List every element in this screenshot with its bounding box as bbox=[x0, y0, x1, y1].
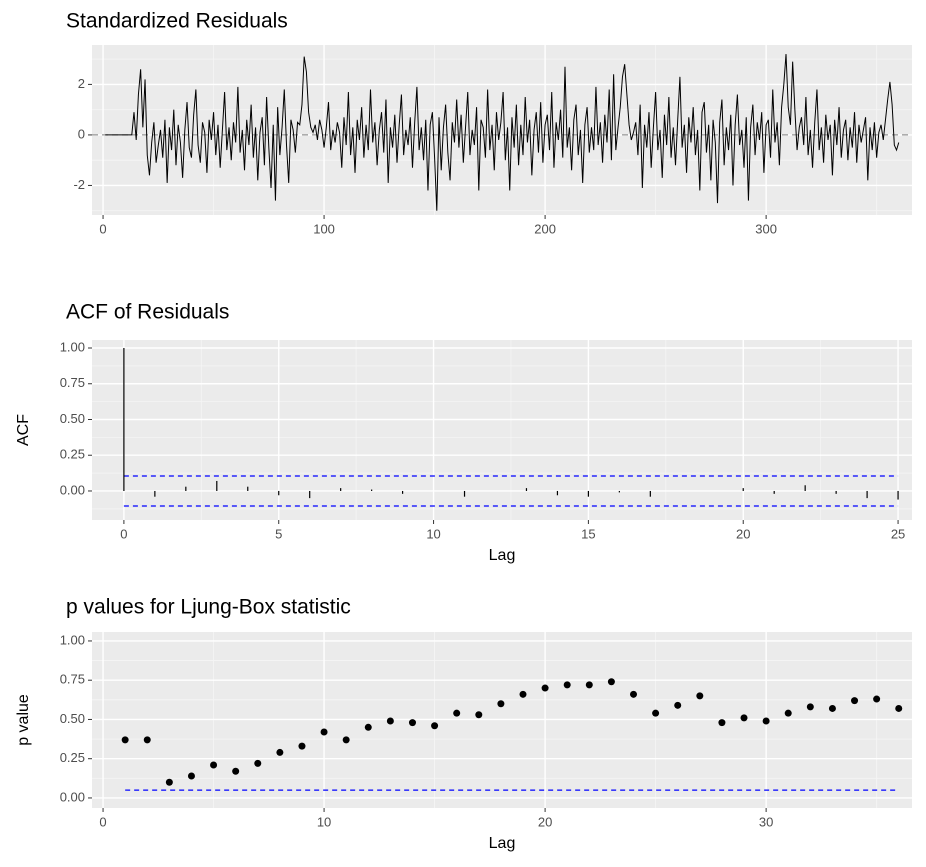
y-tick-label: 0.50 bbox=[60, 711, 85, 726]
p-value-point bbox=[607, 678, 615, 686]
y-tick-label: 0.50 bbox=[60, 411, 85, 426]
p-value-point bbox=[652, 709, 660, 717]
x-axis-title: Lag bbox=[489, 547, 516, 564]
x-tick-label: 100 bbox=[313, 221, 335, 236]
p-value-point bbox=[431, 722, 439, 730]
p-value-point bbox=[851, 697, 859, 705]
residual-line bbox=[105, 54, 900, 211]
p-value-point bbox=[718, 719, 726, 727]
y-tick-label: 0.25 bbox=[60, 447, 85, 462]
p-value-point bbox=[740, 714, 748, 722]
p-value-point bbox=[386, 717, 394, 725]
p-value-point bbox=[497, 700, 505, 708]
x-axis-title: Lag bbox=[489, 835, 516, 852]
panel-title: p values for Ljung-Box statistic bbox=[66, 596, 351, 619]
plot-background bbox=[92, 45, 912, 215]
p-value-point bbox=[364, 723, 372, 731]
x-tick-label: 25 bbox=[891, 526, 905, 541]
y-tick-label: 0 bbox=[78, 126, 85, 141]
x-tick-label: 30 bbox=[759, 814, 773, 829]
panel-title: ACF of Residuals bbox=[66, 301, 229, 324]
y-tick-label: 0.00 bbox=[60, 789, 85, 804]
p-value-point bbox=[210, 761, 218, 769]
panel-title: Standardized Residuals bbox=[66, 10, 288, 33]
y-tick-label: 0.75 bbox=[60, 375, 85, 390]
p-value-point bbox=[453, 709, 461, 717]
x-tick-label: 10 bbox=[317, 814, 331, 829]
y-tick-label: 0.00 bbox=[60, 482, 85, 497]
p-value-point bbox=[563, 681, 571, 689]
p-value-point bbox=[828, 704, 836, 712]
panel: Standardized Residuals 0 100 200 300 -2 0 2 bbox=[66, 10, 912, 236]
p-value-point bbox=[630, 690, 638, 698]
y-tick-label: 0.25 bbox=[60, 750, 85, 765]
y-axis-title: ACF bbox=[15, 414, 32, 446]
x-tick-label: 15 bbox=[581, 526, 595, 541]
x-tick-label: 5 bbox=[275, 526, 282, 541]
panel: ACF of Residuals 0 5 10 15 20 25 0.00 0.25 0.50 0.… bbox=[15, 301, 912, 564]
y-axis-title: p value bbox=[15, 694, 32, 746]
p-value-point bbox=[232, 767, 240, 775]
y-tick-label: 2 bbox=[78, 76, 85, 91]
p-value-point bbox=[541, 684, 549, 692]
x-tick-label: 0 bbox=[120, 526, 127, 541]
p-value-point bbox=[806, 703, 814, 711]
p-value-point bbox=[342, 736, 350, 744]
panel: p values for Ljung-Box statistic 0 10 20 30 0… bbox=[15, 596, 912, 852]
y-tick-label: 1.00 bbox=[60, 339, 85, 354]
p-value-point bbox=[475, 711, 483, 719]
p-value-point bbox=[298, 742, 306, 750]
p-value-point bbox=[519, 690, 527, 698]
p-value-point bbox=[762, 717, 770, 725]
p-value-point bbox=[784, 709, 792, 717]
x-tick-label: 0 bbox=[99, 221, 106, 236]
y-tick-label: 1.00 bbox=[60, 632, 85, 647]
x-tick-label: 20 bbox=[736, 526, 750, 541]
p-value-point bbox=[408, 719, 416, 727]
x-tick-label: 300 bbox=[755, 221, 777, 236]
x-tick-label: 20 bbox=[538, 814, 552, 829]
x-tick-label: 10 bbox=[426, 526, 440, 541]
y-tick-label: -2 bbox=[73, 177, 85, 192]
p-value-point bbox=[320, 728, 328, 736]
p-value-point bbox=[674, 701, 682, 709]
x-tick-label: 200 bbox=[534, 221, 556, 236]
p-value-point bbox=[873, 695, 881, 703]
p-value-point bbox=[895, 704, 903, 712]
p-value-point bbox=[187, 772, 195, 780]
p-value-point bbox=[254, 759, 262, 767]
p-value-point bbox=[143, 736, 151, 744]
plot-background bbox=[92, 340, 912, 520]
p-value-point bbox=[276, 748, 284, 756]
x-tick-label: 0 bbox=[99, 814, 106, 829]
y-tick-label: 0.75 bbox=[60, 672, 85, 687]
p-value-point bbox=[696, 692, 704, 700]
p-value-point bbox=[121, 736, 129, 744]
p-value-point bbox=[165, 778, 173, 786]
p-value-point bbox=[585, 681, 593, 689]
